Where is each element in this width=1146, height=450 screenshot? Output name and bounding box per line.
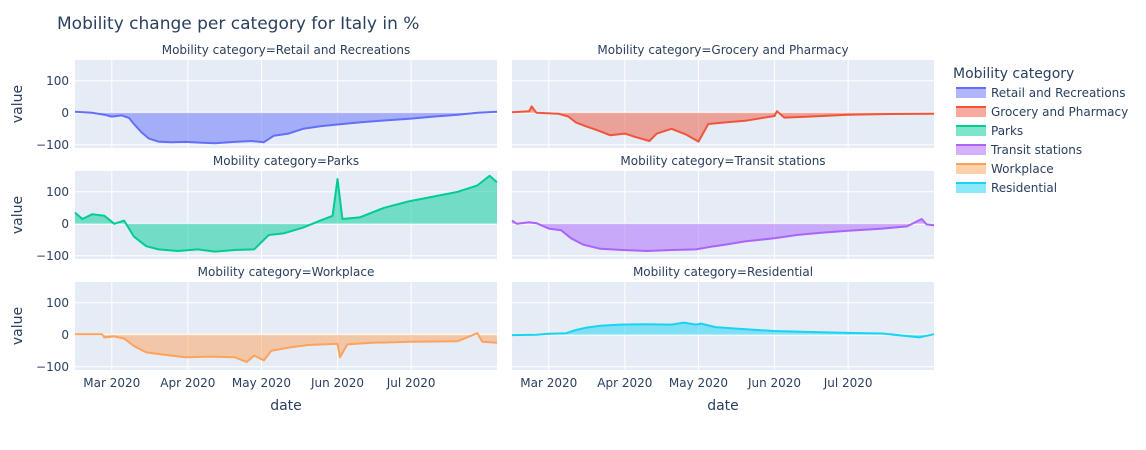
legend-item[interactable]: Transit stations [956,143,1082,157]
y-tick-label: 100 [46,185,69,199]
panel-grocery-and-pharmacy: Mobility category=Grocery and Pharmacy [511,43,935,148]
y-tick-label: 0 [61,217,69,231]
chart-title: Mobility change per category for Italy i… [57,14,419,34]
legend-label: Retail and Recreations [991,86,1126,100]
legend-label: Workplace [991,162,1054,176]
panel-workplace: Mobility category=Workplace 100 0 −100 value… [10,265,498,414]
legend[interactable]: Mobility category Retail and Recreations G… [953,66,1128,195]
legend-swatch [956,164,986,174]
series-line [511,218,935,252]
x-tick-label: Jun 2020 [747,376,801,390]
plot-background [75,282,497,370]
plot-background [512,60,934,148]
x-tick-label: Apr 2020 [160,376,215,390]
x-tick-label: May 2020 [232,376,291,390]
legend-item[interactable]: Grocery and Pharmacy [956,105,1128,119]
y-tick-label: −100 [36,360,69,374]
panel-retail-and-recreations: Mobility category=Retail and Recreations… [10,43,498,152]
series-line [75,332,498,363]
chart-panels: Mobility category=Retail and Recreations… [10,43,935,414]
legend-swatch [956,88,986,98]
legend-label: Transit stations [990,143,1082,157]
series-area [512,322,934,338]
legend-swatch [956,145,986,155]
series-line [74,110,498,145]
legend-item[interactable]: Workplace [956,162,1054,176]
x-axis-title: date [270,398,302,414]
x-tick-label: Mar 2020 [520,376,577,390]
x-tick-label: Jul 2020 [386,376,436,390]
y-axis-title: value [10,196,26,234]
legend-item[interactable]: Retail and Recreations [956,86,1126,100]
legend-swatch [956,183,986,193]
panel-title: Mobility category=Workplace [198,265,375,279]
panel-title: Mobility category=Transit stations [620,154,825,168]
y-axis-title: value [10,85,26,123]
series-line [511,321,935,339]
legend-swatch [956,126,986,136]
legend-label: Grocery and Pharmacy [991,105,1128,119]
legend-label: Residential [991,181,1057,195]
panel-title: Mobility category=Retail and Recreations [162,43,411,57]
x-tick-label: Apr 2020 [597,376,652,390]
series-line [511,105,935,143]
y-tick-label: 100 [46,74,69,88]
y-tick-label: −100 [36,138,69,152]
legend-label: Parks [991,124,1023,138]
y-tick-label: 0 [61,328,69,342]
panel-transit-stations: Mobility category=Transit stations [511,154,935,259]
panel-title: Mobility category=Residential [633,265,813,279]
legend-title: Mobility category [953,66,1074,82]
x-axis-title: date [707,398,739,414]
x-tick-label: Mar 2020 [83,376,140,390]
y-axis-title: value [10,307,26,345]
panel-residential: Mobility category=Residential Mar 2020 Apr… [511,265,935,414]
y-tick-label: −100 [36,249,69,263]
series-area [512,219,934,251]
plot-background [512,282,934,370]
series-line [74,174,498,253]
panel-title: Mobility category=Parks [213,154,359,168]
panel-title: Mobility category=Grocery and Pharmacy [597,43,848,57]
series-area [75,175,497,252]
legend-item[interactable]: Residential [956,181,1057,195]
x-tick-label: Jun 2020 [310,376,364,390]
x-tick-label: Jul 2020 [823,376,873,390]
y-tick-label: 100 [46,296,69,310]
x-tick-label: May 2020 [669,376,728,390]
y-tick-label: 0 [61,106,69,120]
panel-parks: Mobility category=Parks 100 0 −100 value [10,154,498,263]
legend-swatch [956,107,986,117]
legend-item[interactable]: Parks [956,124,1023,138]
